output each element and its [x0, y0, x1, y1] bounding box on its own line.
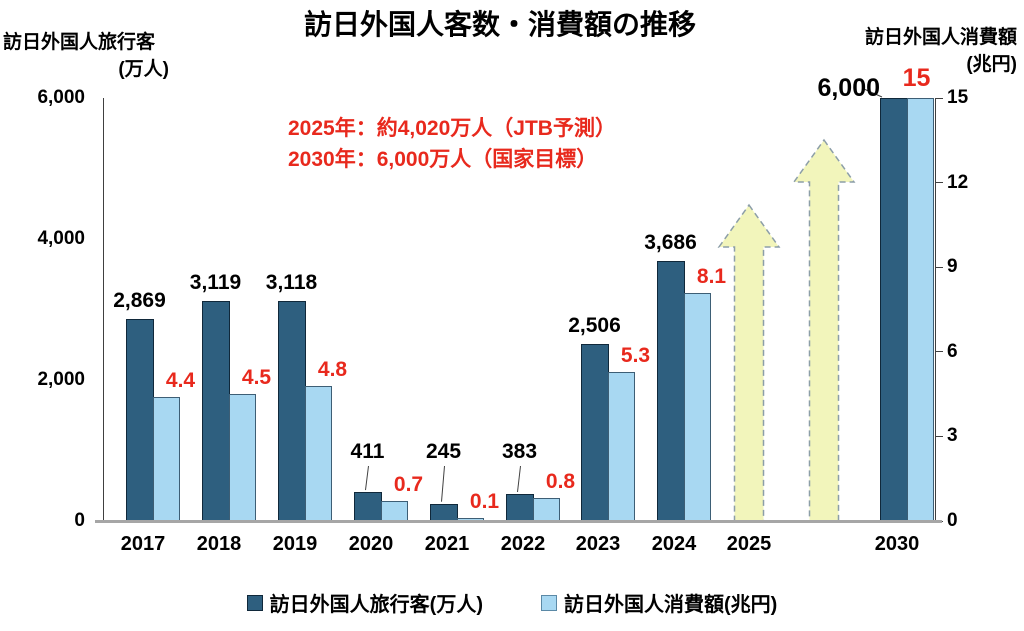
value-label-visitors-2030: 6,000 [817, 74, 880, 102]
y-axis-right-tick-15: 15 [947, 87, 969, 108]
y-axis-left-tick-2000: 2,000 [37, 369, 85, 390]
x-axis-label-2020: 2020 [348, 533, 394, 555]
bar-visitors-2018 [202, 301, 230, 521]
right-axis-title-line1: 訪日外国人消費額 [864, 27, 1017, 48]
y-axis-left-line [103, 98, 104, 521]
forecast-annotation-line1: 2025年：約4,020万人（JTB予測） [288, 117, 616, 140]
y-axis-right-tick-0: 0 [947, 510, 958, 531]
value-label-visitors-2021: 245 [425, 440, 462, 463]
y-axis-right-tick-3: 3 [947, 425, 958, 447]
value-label-spending-2022: 0.8 [545, 470, 576, 494]
value-label-spending-2030: 15 [902, 64, 931, 92]
y-axis-right-line [935, 98, 936, 521]
legend-label-visitors: 訪日外国人旅行客(万人) [269, 594, 483, 616]
right-axis-title: 訪日外国人消費額 (兆円) [853, 24, 1017, 78]
y-axis-right-tick-mark-9 [936, 266, 943, 268]
x-axis-label-2030: 2030 [874, 533, 920, 555]
value-label-spending-2019: 4.8 [317, 357, 348, 381]
x-axis-line [95, 520, 942, 523]
value-label-spending-2023: 5.3 [620, 343, 651, 367]
bar-visitors-2023 [581, 344, 609, 521]
bar-visitors-2030 [880, 98, 908, 521]
value-label-visitors-2023: 2,506 [568, 314, 621, 338]
bar-spending-2018 [229, 394, 256, 521]
value-label-visitors-2020: 411 [350, 440, 385, 463]
x-axis-label-2017: 2017 [120, 533, 166, 555]
left-axis-title: 訪日外国人旅行客 (万人) [3, 29, 169, 83]
bar-visitors-2017 [126, 318, 154, 521]
value-label-spending-2020: 0.7 [393, 473, 424, 497]
y-axis-right-tick-12: 12 [947, 171, 969, 193]
legend-swatch-spending [541, 594, 557, 611]
value-label-spending-2024: 8.1 [696, 264, 727, 288]
y-axis-right-tick-mark-12 [936, 182, 943, 184]
value-label-spending-2017: 4.4 [165, 368, 196, 392]
legend-label-spending: 訪日外国人消費額(兆円) [564, 594, 778, 616]
value-label-visitors-2018: 3,119 [189, 271, 242, 295]
left-axis-title-line2: (万人) [118, 59, 169, 80]
forecast-annotation: 2025年：約4,020万人（JTB予測） 2030年：6,000万人（国家目標… [288, 113, 616, 175]
value-label-spending-2021: 0.1 [469, 490, 500, 514]
value-label-visitors-2022: 383 [501, 440, 538, 463]
forecast-arrow-2025 [717, 203, 781, 522]
y-axis-right-tick-6: 6 [947, 340, 958, 362]
y-axis-right-tick-mark-15 [936, 97, 943, 99]
value-label-visitors-2019: 3,118 [265, 271, 318, 295]
legend-swatch-visitors [246, 594, 263, 611]
value-label-visitors-2024: 3,686 [644, 231, 697, 255]
value-label-visitors-2017: 2,869 [113, 288, 166, 312]
bar-spending-2022 [533, 498, 560, 521]
bar-spending-2019 [305, 385, 332, 521]
bar-spending-2030 [907, 98, 934, 521]
bar-spending-2023 [608, 371, 635, 521]
right-axis-title-line2: (兆円) [966, 54, 1017, 75]
y-axis-left-tick-6000: 6,000 [37, 87, 85, 108]
bar-spending-2020 [381, 501, 408, 521]
y-axis-right-tick-9: 9 [947, 256, 958, 278]
legend-item-spending: 訪日外国人消費額(兆円) [541, 588, 777, 617]
x-axis-label-2018: 2018 [196, 533, 242, 555]
forecast-annotation-line2: 2030年：6,000万人（国家目標） [288, 148, 598, 171]
x-axis-label-2025: 2025 [726, 533, 772, 555]
x-axis-label-2024: 2024 [651, 533, 697, 555]
x-axis-label-2021: 2021 [424, 533, 470, 555]
bar-visitors-2022 [506, 493, 534, 521]
x-axis-label-2019: 2019 [272, 533, 318, 555]
bar-spending-2017 [153, 396, 180, 521]
x-axis-label-2022: 2022 [500, 533, 546, 555]
y-axis-left-tick-0: 0 [74, 510, 85, 531]
y-axis-right-tick-mark-3 [936, 435, 943, 437]
bar-visitors-2019 [278, 301, 306, 521]
y-axis-left-tick-4000: 4,000 [37, 228, 85, 249]
forecast-arrow-2026-2029 [792, 138, 856, 522]
left-axis-title-line1: 訪日外国人旅行客 [3, 32, 156, 53]
bar-spending-2024 [684, 292, 711, 521]
y-axis-right-tick-mark-6 [936, 351, 943, 353]
bar-visitors-2024 [657, 261, 685, 521]
legend-item-visitors: 訪日外国人旅行客(万人) [246, 588, 483, 617]
chart-title: 訪日外国人客数・消費額の推移 [303, 9, 696, 40]
legend: 訪日外国人旅行客(万人) 訪日外国人消費額(兆円) [0, 588, 1024, 617]
x-axis-label-2023: 2023 [575, 533, 621, 555]
value-label-spending-2018: 4.5 [241, 366, 272, 390]
